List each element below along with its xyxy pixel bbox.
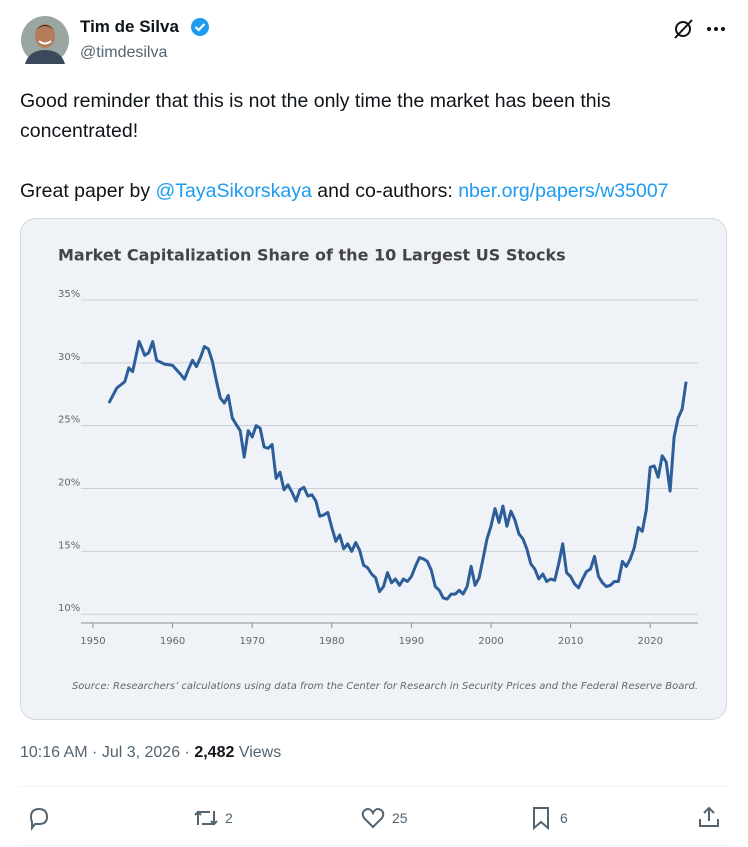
paper-link[interactable]: nber.org/papers/w35007: [458, 180, 669, 202]
tweet-text: Good reminder that this is not the only …: [20, 90, 611, 142]
tweet-text-2: Great paper by @TayaSikorskaya and co-au…: [20, 176, 730, 206]
retweet-icon[interactable]: [192, 805, 220, 831]
more-icon[interactable]: [705, 18, 727, 40]
bookmark-count: 6: [560, 810, 568, 826]
like-icon[interactable]: [360, 805, 386, 831]
retweet-count: 2: [225, 810, 233, 826]
y-tick-label: 30%: [58, 352, 80, 363]
x-tick-label: 2020: [638, 636, 663, 647]
reply-icon[interactable]: [26, 805, 52, 831]
y-tick-label: 15%: [58, 540, 80, 551]
media-card[interactable]: Market Capitalization Share of the 10 La…: [20, 218, 727, 720]
x-tick-label: 1970: [239, 636, 264, 647]
author-handle[interactable]: @timdesilva: [80, 44, 168, 61]
x-tick-label: 1950: [80, 636, 105, 647]
x-tick-label: 1960: [160, 636, 185, 647]
data-line: [107, 340, 688, 601]
x-tick-label: 1990: [399, 636, 424, 647]
avatar[interactable]: [21, 16, 69, 64]
chart-title: Market Capitalization Share of the 10 La…: [58, 246, 566, 265]
bookmark-icon[interactable]: [528, 805, 554, 831]
share-icon[interactable]: [696, 804, 722, 830]
verified-badge: [191, 18, 209, 36]
y-tick-label: 20%: [58, 478, 80, 489]
x-tick-label: 2010: [558, 636, 583, 647]
divider: [20, 786, 728, 787]
views-label: Views: [234, 744, 282, 761]
like-count: 25: [392, 810, 408, 826]
x-tick-label: 2000: [478, 636, 503, 647]
meta: 10:16 AM · Jul 3, 2026 · 2,482 Views: [20, 744, 281, 762]
text: and co-authors:: [311, 180, 459, 202]
divider: [20, 845, 728, 846]
y-tick-label: 10%: [58, 603, 80, 614]
text: Great paper by: [20, 180, 156, 202]
chart: Market Capitalization Share of the 10 La…: [58, 246, 698, 692]
author-name[interactable]: Tim de Silva: [80, 17, 179, 36]
x-tick-label: 1980: [319, 636, 344, 647]
timestamp[interactable]: 10:16 AM · Jul 3, 2026 ·: [20, 744, 195, 761]
chart-source: Source: Researchers’ calculations using …: [72, 681, 698, 692]
views-count: 2,482: [194, 744, 235, 761]
y-tick-label: 35%: [58, 289, 80, 300]
grok-icon[interactable]: [672, 18, 694, 40]
mention-link[interactable]: @TayaSikorskaya: [155, 180, 312, 202]
y-tick-label: 25%: [58, 415, 80, 426]
